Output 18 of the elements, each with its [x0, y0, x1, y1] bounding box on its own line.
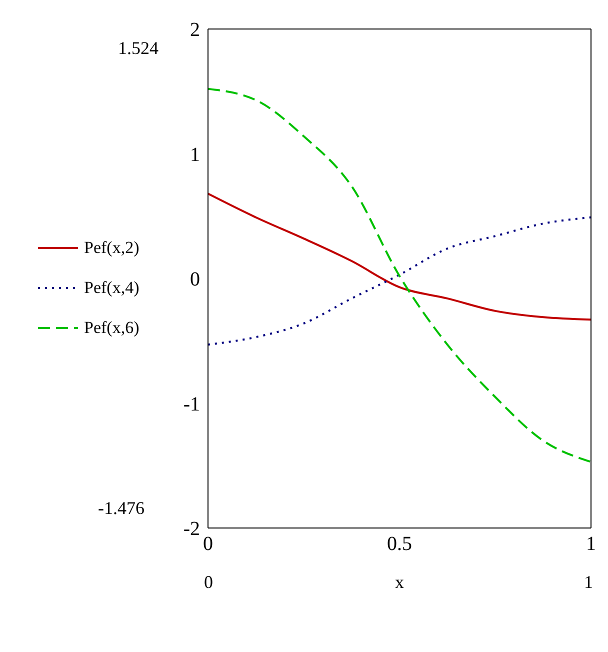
y-tick-label: -1: [183, 393, 200, 416]
text: 1.524: [118, 38, 158, 59]
text: 1: [584, 572, 593, 593]
legend-label: Pef(x,6): [84, 318, 140, 338]
line-series: [208, 192, 591, 321]
legend-label: Pef(x,4): [84, 278, 140, 298]
y-tick-label: 1: [190, 144, 200, 166]
x-tick-label: 1: [586, 533, 596, 556]
y-tick-label: 2: [190, 19, 200, 42]
legend-label: Pef(x,2): [84, 238, 140, 258]
y-tick-label: -2: [183, 518, 200, 540]
line-series: [208, 88, 591, 463]
x-tick-label: 0.5: [387, 533, 412, 556]
x-axis-title: x: [395, 572, 404, 593]
text: -1.476: [98, 498, 144, 519]
text: 0: [204, 572, 213, 593]
y-tick-label: 0: [190, 268, 200, 291]
line-series: [208, 216, 591, 346]
